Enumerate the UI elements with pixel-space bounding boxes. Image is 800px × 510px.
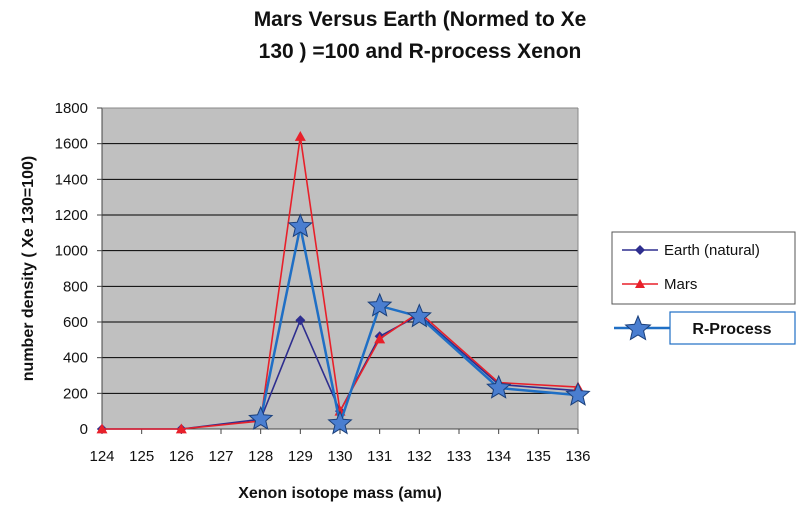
plot-area [102,108,578,429]
legend-entry-r-process: R-Process [614,311,796,345]
data-point [367,292,393,317]
y-tick-label: 800 [63,278,88,295]
y-axis-title: number density ( Xe 130=100) [20,156,37,381]
x-tick-label: 134 [486,448,511,465]
y-tick-label: 0 [80,421,88,438]
data-point [406,303,432,328]
legend-entry: Earth (natural) [622,242,760,259]
x-tick-label: 128 [248,448,273,465]
data-point [486,374,512,399]
legend-label: R-Process [692,321,771,338]
y-tick-label: 1400 [55,171,88,188]
x-axis-title: Xenon isotope mass (amu) [238,485,442,502]
data-point [374,333,386,344]
y-tick-label: 200 [63,385,88,402]
chart-title: Mars Versus Earth (Normed to Xe 130 ) =1… [200,4,640,68]
y-tick-label: 600 [63,314,88,331]
data-point [294,131,306,141]
legend-box-r-process [669,311,796,345]
y-tick-label: 1600 [55,136,88,153]
legend-box [611,231,796,305]
legend-entry: Mars [622,276,697,293]
x-tick-label: 133 [446,448,471,465]
x-tick-label: 131 [367,448,392,465]
y-tick-labels: 0 200 400 600 800 1000 1200 1400 1600 1800 [55,100,102,438]
x-tick-label: 124 [89,448,114,465]
x-tick-label: 127 [208,448,233,465]
x-tick-label: 126 [169,448,194,465]
data-point [248,405,274,430]
x-tick-label: 135 [526,448,551,465]
data-point [565,381,591,406]
x-tick-label: 129 [288,448,313,465]
data-point [624,314,652,341]
x-tick-label: 132 [407,448,432,465]
y-tick-label: 1000 [55,243,88,260]
data-point [635,279,645,288]
x-tick-label: 136 [565,448,590,465]
y-tick-label: 1200 [55,207,88,224]
chart-title-line1: Mars Versus Earth (Normed to Xe [253,8,587,31]
chart-title-line2: 130 ) =100 and R-process Xenon [258,40,582,63]
data-point [295,315,306,326]
data-point [635,245,645,255]
legend: Earth (natural) Mars R-Process [611,231,796,345]
x-tick-labels: 124 125 126 127 128 129 130 131 132 133 134 135 136 [89,429,591,465]
x-tick-label: 130 [327,448,352,465]
data-point [96,423,108,434]
x-tick-label: 125 [129,448,154,465]
y-tick-label: 1800 [55,100,88,117]
data-point [175,423,187,434]
data-point [327,410,353,435]
data-point [287,213,313,238]
y-tick-label: 400 [63,350,88,367]
series-r-process [248,213,591,435]
series-layer [96,131,591,435]
legend-label: Mars [664,276,697,293]
legend-label: Earth (natural) [664,242,760,259]
